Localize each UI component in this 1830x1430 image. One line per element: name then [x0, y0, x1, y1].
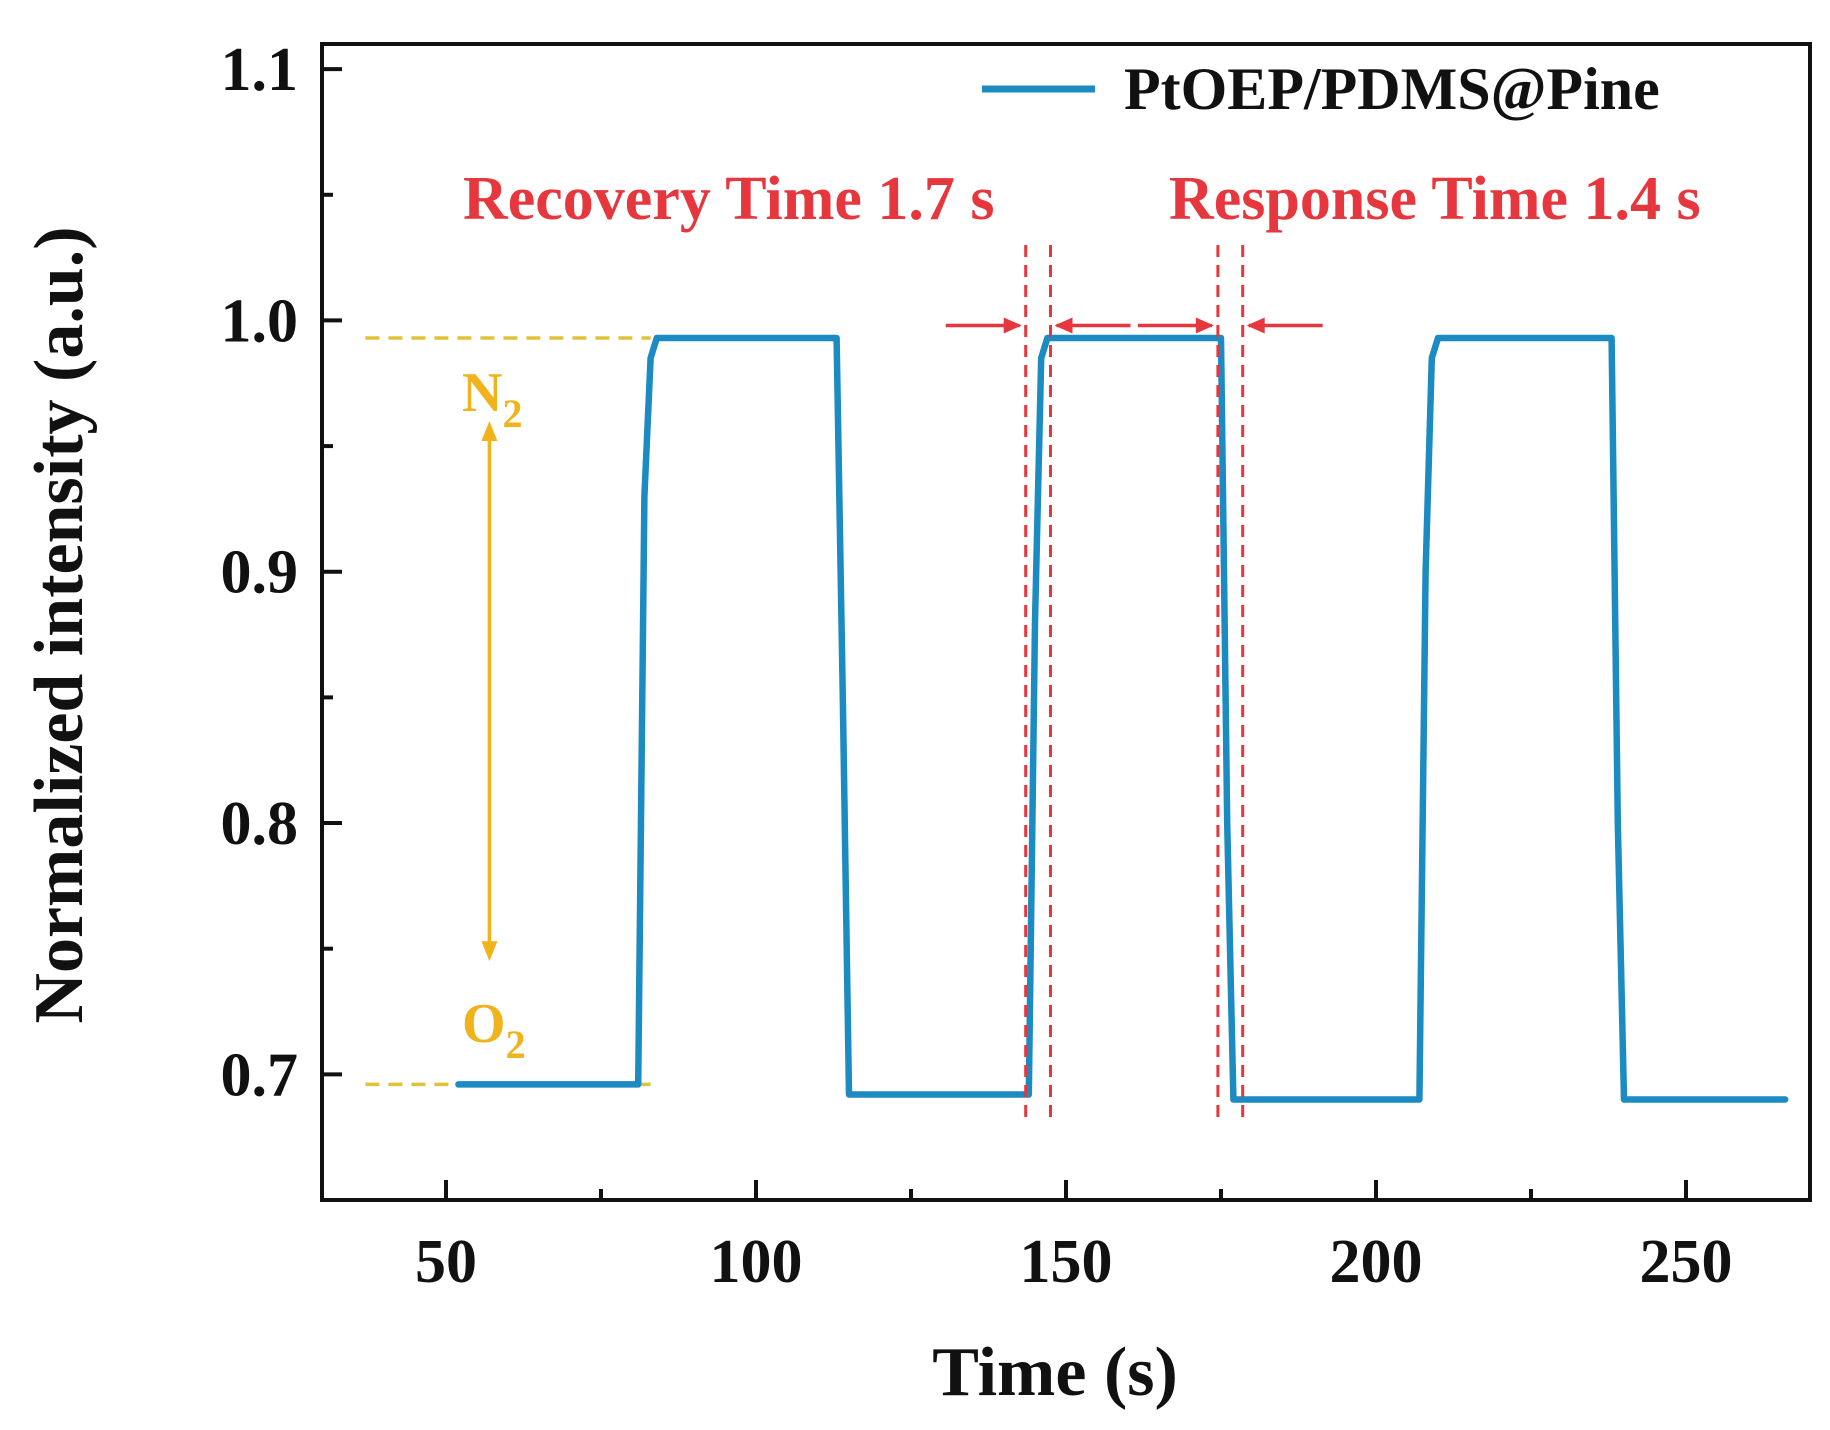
recovery-arrowhead-left — [1003, 317, 1022, 334]
guide-lines — [365, 336, 651, 1087]
x-axis-label: Time (s) — [932, 1334, 1178, 1411]
series-line — [455, 334, 1789, 1103]
response-arrowhead-left — [1195, 317, 1214, 334]
y-tick-label: 1.0 — [221, 287, 299, 355]
response-time-label: Response Time 1.4 s — [1169, 165, 1701, 233]
annotation-layer — [481, 245, 1323, 1125]
n2-label-sub: 2 — [502, 391, 522, 436]
n2-label-main: N — [462, 362, 502, 424]
y-axis-label: Normalized intensity (a.u.) — [21, 226, 98, 1023]
n2-label: N2 — [462, 362, 522, 436]
gas-arrowhead-down — [481, 941, 498, 962]
x-tick-label: 150 — [1020, 1228, 1113, 1296]
recovery-time-label: Recovery Time 1.7 s — [463, 165, 994, 233]
axes: 50 100 150 200 250 0.7 0.8 0.9 1.0 1.1 — [221, 36, 1812, 1296]
o2-label: O2 — [462, 993, 526, 1067]
x-tick-label: 250 — [1640, 1228, 1733, 1296]
recovery-arrowhead-right — [1054, 317, 1073, 334]
y-tick-label: 1.1 — [221, 36, 299, 104]
legend: PtOEP/PDMS@Pine — [982, 56, 1660, 122]
o2-label-main: O — [462, 993, 506, 1055]
series-layer — [455, 334, 1789, 1103]
x-tick-label: 100 — [710, 1228, 803, 1296]
legend-label: PtOEP/PDMS@Pine — [1124, 56, 1660, 122]
y-tick-label: 0.9 — [221, 539, 299, 607]
o2-label-sub: 2 — [506, 1022, 526, 1067]
x-tick-label: 50 — [415, 1228, 477, 1296]
response-arrowhead-right — [1246, 317, 1265, 334]
gas-arrowhead-up — [481, 420, 498, 441]
y-tick-label: 0.8 — [221, 790, 299, 858]
x-tick-label: 200 — [1330, 1228, 1423, 1296]
y-tick-label: 0.7 — [221, 1041, 299, 1109]
